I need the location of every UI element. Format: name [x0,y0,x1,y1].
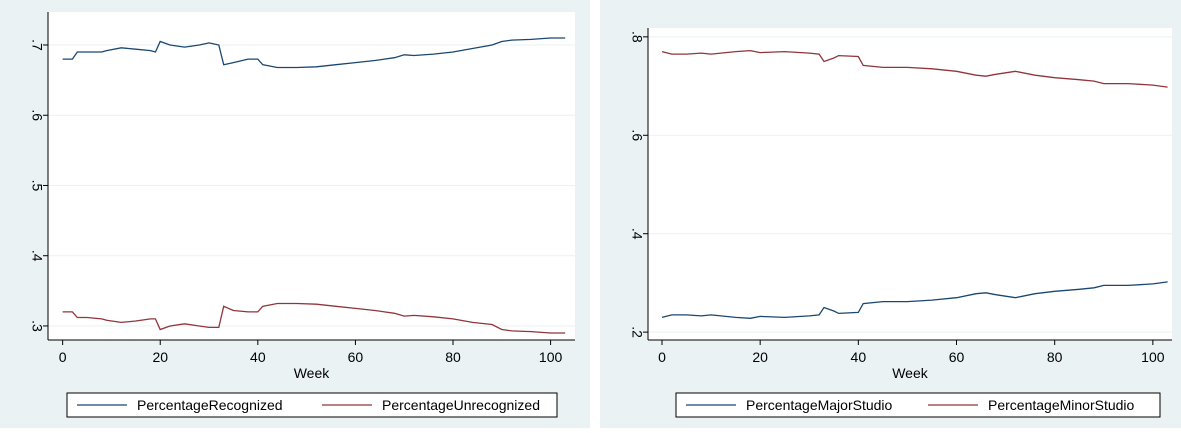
x-tick-label: 100 [1141,349,1165,365]
y-tick-label: .2 [629,326,645,338]
x-tick-label: 100 [539,349,563,365]
x-tick-label: 0 [59,349,67,365]
y-tick-label: .4 [29,250,45,262]
y-tick-label: .6 [629,129,645,141]
x-tick-label: 60 [348,349,364,365]
legend-label: PercentageMajorStudio [746,397,893,413]
x-tick-label: 40 [250,349,266,365]
y-tick-label: .5 [29,180,45,192]
x-axis-title: Week [294,365,331,381]
series-line [661,281,1168,319]
x-tick-label: 20 [152,349,168,365]
y-tick-label: .6 [29,109,45,121]
chart-panel: .2 .4 .6 .8 0 20 40 60 80 100 Week PercentageMajorS… [600,0,1181,428]
plot-area [48,12,575,340]
legend-box [675,392,1161,418]
x-tick-label: 20 [752,349,768,365]
series-line [661,49,1168,88]
series-line [62,37,566,69]
plot-area [648,28,1172,340]
x-tick-label: 80 [1047,349,1063,365]
chart-panel: .3 .4 .5 .6 .7 0 20 40 60 80 100 Week PercentageReco… [0,0,590,428]
x-tick-label: 0 [658,349,666,365]
series-line [62,302,566,334]
y-tick-label: .7 [29,39,45,51]
y-tick-label: .4 [629,228,645,240]
legend-label: PercentageRecognized [137,397,283,413]
x-tick-label: 60 [949,349,965,365]
x-axis-title: Week [892,365,929,381]
legend-box [66,392,558,418]
y-tick-label: .3 [29,320,45,332]
x-tick-label: 40 [851,349,867,365]
legend-label: PercentageMinorStudio [988,397,1135,413]
legend: PercentageMajorStudio PercentageMinorStud… [675,392,1161,418]
y-tick-label: .8 [629,31,645,43]
legend-label: PercentageUnrecognized [382,397,540,413]
legend: PercentageRecognized PercentageUnrecogniz… [66,392,558,418]
x-tick-label: 80 [445,349,461,365]
